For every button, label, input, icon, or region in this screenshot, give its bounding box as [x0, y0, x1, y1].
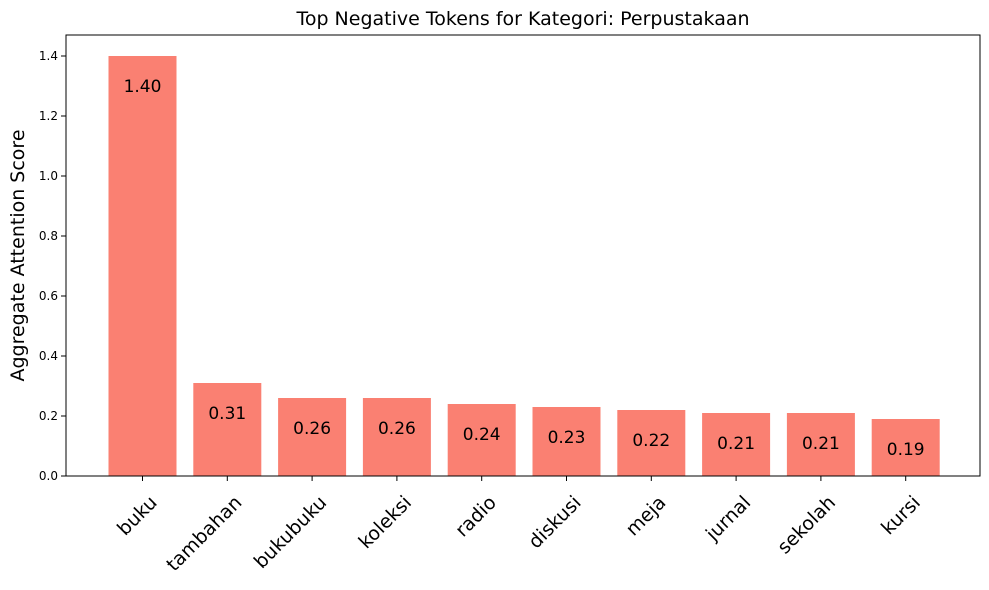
- value-label-tambahan: 0.31: [208, 404, 246, 424]
- y-tick-label: 1.0: [39, 169, 58, 183]
- y-tick-label: 0.2: [39, 409, 58, 423]
- y-tick-label: 0.6: [39, 289, 58, 303]
- y-tick-label: 1.2: [39, 109, 58, 123]
- bar-jurnal: [702, 413, 771, 476]
- y-tick-label: 0.4: [39, 349, 58, 363]
- value-label-kursi: 0.19: [887, 440, 925, 460]
- value-label-radio: 0.24: [463, 425, 501, 445]
- value-label-bukubuku: 0.26: [293, 419, 331, 439]
- bar-diskusi: [532, 407, 601, 476]
- chart-title: Top Negative Tokens for Kategori: Perpus…: [295, 8, 749, 30]
- value-label-meja: 0.22: [632, 431, 670, 451]
- y-axis-label: Aggregate Attention Score: [7, 129, 29, 381]
- plot-frame: [65, 34, 981, 477]
- bar-radio: [447, 404, 516, 476]
- value-label-jurnal: 0.21: [717, 434, 755, 454]
- value-labels-layer: 1.40 0.31 0.26 0.26 0.24 0.23 0.22 0.21 0.21 0.19: [124, 77, 925, 460]
- y-tick-label: 0.0: [39, 469, 58, 483]
- value-label-diskusi: 0.23: [548, 428, 586, 448]
- y-tick-label: 1.4: [39, 49, 58, 63]
- bar-koleksi: [362, 398, 431, 476]
- bar-kursi: [871, 419, 940, 476]
- value-label-buku: 1.40: [124, 77, 162, 97]
- bar-tambahan: [193, 383, 262, 476]
- y-axis: 0.0 0.2 0.4 0.6 0.8 1.0 1.2 1.4: [39, 49, 66, 483]
- bars-layer: [108, 56, 940, 476]
- value-label-koleksi: 0.26: [378, 419, 416, 439]
- bar-bukubuku: [278, 398, 347, 476]
- y-tick-label: 0.8: [39, 229, 58, 243]
- bar-meja: [617, 410, 686, 476]
- value-label-sekolah: 0.21: [802, 434, 840, 454]
- bar-sekolah: [786, 413, 855, 476]
- bar-buku: [108, 56, 177, 476]
